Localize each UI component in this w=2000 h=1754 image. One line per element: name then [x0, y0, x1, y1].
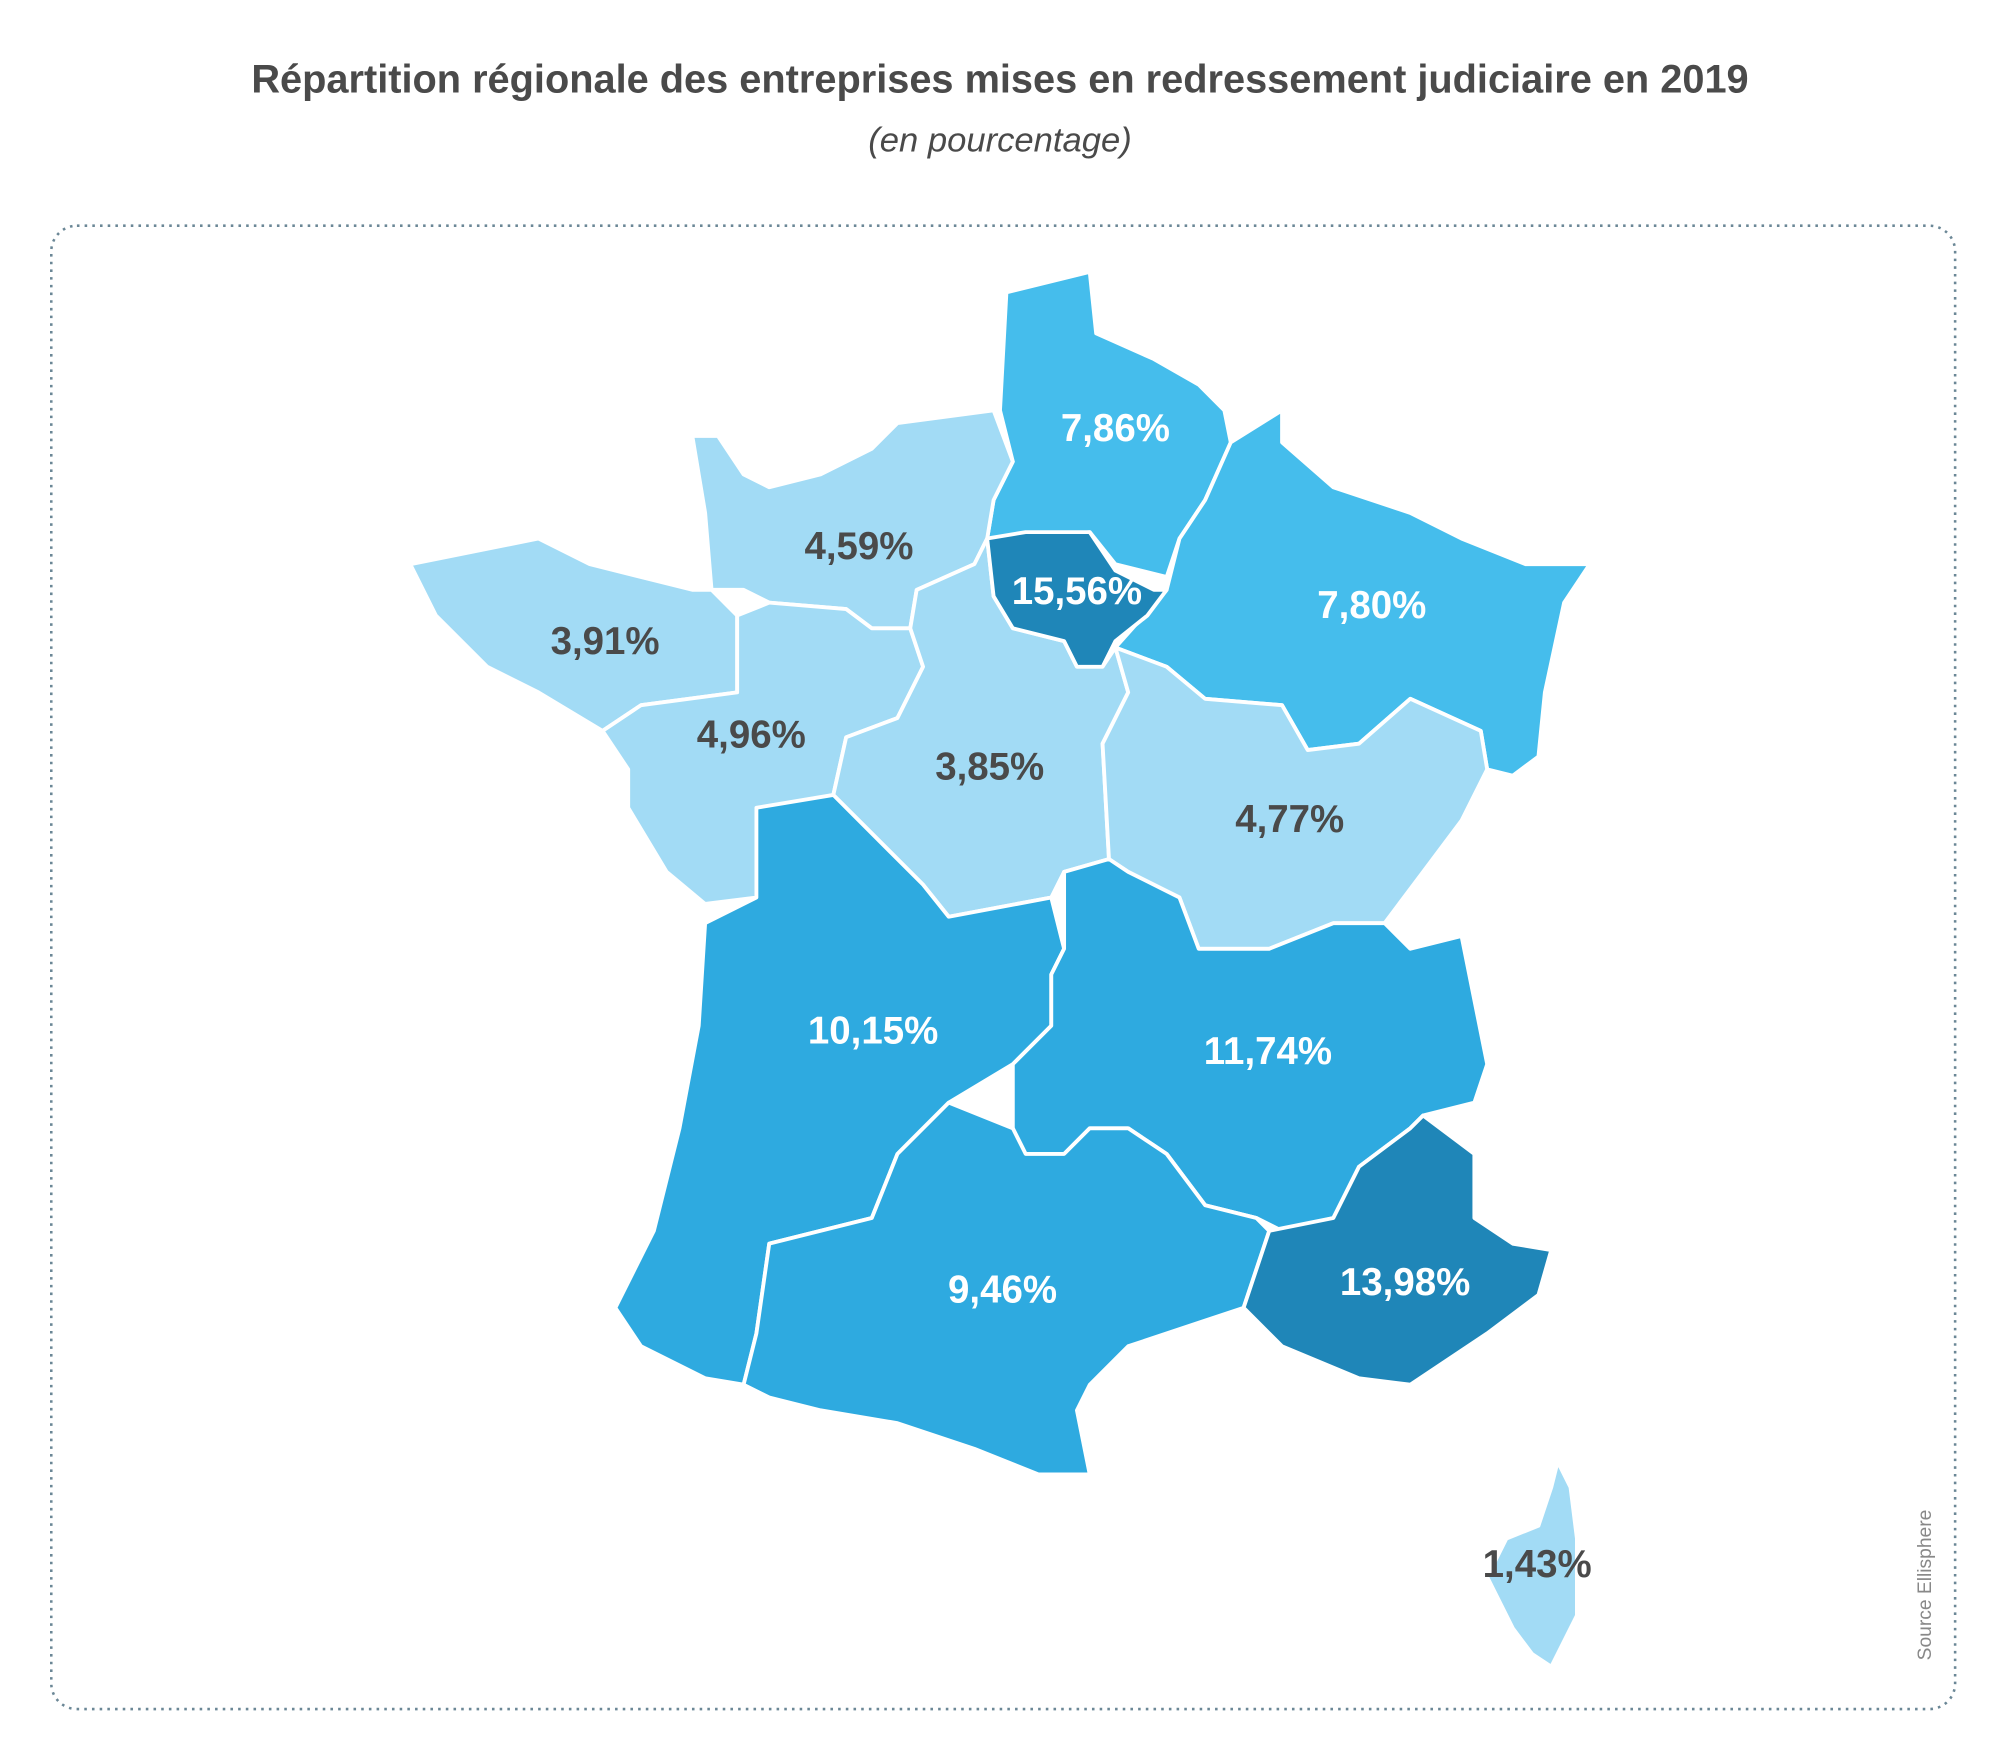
source: Source Ellisphere [1915, 1510, 1936, 1661]
value-label: 4,77% [1235, 798, 1344, 841]
value-label: 1,43% [1483, 1543, 1592, 1586]
title: Répartition régionale des entreprises mi… [251, 57, 1748, 101]
value-label: 9,46% [948, 1269, 1057, 1312]
value-label: 3,91% [551, 620, 660, 663]
value-label: 4,96% [697, 713, 806, 756]
region [1485, 1459, 1579, 1669]
value-labels: 7,86% 7,80% 15,56% 4,59% 3,91% 4,96% 3,8… [551, 407, 1592, 1586]
region [1241, 1113, 1554, 1387]
subtitle: (en pourcentage) [868, 121, 1132, 159]
regions [408, 269, 1592, 1669]
value-label: 15,56% [1012, 570, 1142, 613]
region [985, 530, 1169, 669]
value-label: 7,86% [1061, 407, 1170, 450]
value-label: 3,85% [935, 745, 1044, 788]
value-label: 10,15% [808, 1010, 938, 1053]
frame [50, 224, 1957, 1711]
value-label: 13,98% [1340, 1261, 1470, 1304]
value-label: 11,74% [1204, 1030, 1332, 1073]
value-label: 4,59% [804, 525, 913, 568]
value-label: 7,80% [1317, 584, 1426, 627]
